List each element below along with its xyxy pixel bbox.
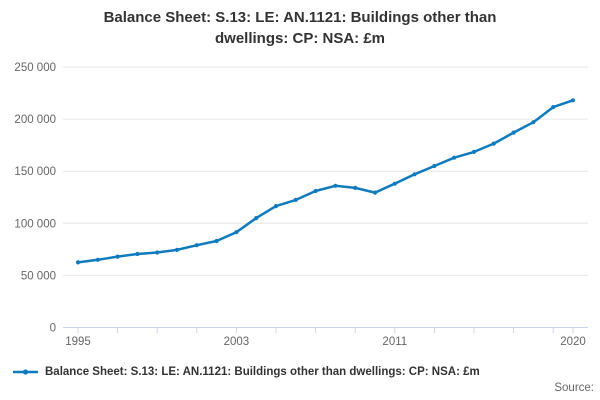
- y-axis-tick-label: 50 000: [21, 270, 56, 282]
- y-axis-tick-label: 150 000: [14, 166, 56, 178]
- data-point[interactable]: [194, 243, 199, 248]
- data-point[interactable]: [293, 197, 298, 202]
- y-axis-tick-label: 200 000: [14, 114, 56, 126]
- x-axis-tick-label: 2020: [560, 336, 586, 348]
- data-point[interactable]: [452, 155, 457, 160]
- data-point[interactable]: [273, 204, 279, 209]
- data-point[interactable]: [353, 185, 358, 190]
- chart-title: Balance Sheet: S.13: LE: AN.1121: Buildi…: [0, 7, 600, 49]
- y-axis-tick-label: 250 000: [14, 62, 56, 74]
- legend-series-marker-icon: [13, 369, 38, 375]
- legend-label: Balance Sheet: S.13: LE: AN.1121: Buildi…: [45, 366, 480, 378]
- y-axis-tick-label: 100 000: [14, 218, 56, 230]
- legend-item[interactable]: Balance Sheet: S.13: LE: AN.1121: Buildi…: [13, 366, 480, 378]
- data-point[interactable]: [254, 216, 259, 221]
- data-point[interactable]: [511, 130, 516, 135]
- chart-title-line2: dwellings: CP: NSA: £m: [214, 30, 386, 47]
- data-point[interactable]: [155, 250, 160, 255]
- data-point[interactable]: [333, 183, 338, 188]
- data-point[interactable]: [115, 254, 120, 259]
- chart-title-line1: Balance Sheet: S.13: LE: AN.1121: Buildi…: [103, 9, 497, 26]
- line-chart[interactable]: 0 50 000 100 000 150 000 200 000 250 000 1995 2…: [0, 0, 600, 360]
- x-axis-tick-label: 2011: [382, 336, 407, 348]
- data-point[interactable]: [432, 163, 437, 169]
- data-point[interactable]: [214, 238, 219, 244]
- data-point[interactable]: [412, 172, 417, 177]
- data-point[interactable]: [531, 120, 536, 125]
- data-point[interactable]: [135, 251, 140, 257]
- data-point[interactable]: [551, 105, 556, 110]
- data-point[interactable]: [491, 141, 496, 146]
- data-point[interactable]: [174, 247, 180, 252]
- data-point[interactable]: [95, 257, 100, 262]
- data-point[interactable]: [234, 230, 239, 235]
- data-point[interactable]: [570, 98, 576, 103]
- x-axis-tick-label: 2003: [224, 336, 250, 348]
- data-point[interactable]: [392, 181, 397, 186]
- source-label: Source:: [554, 382, 594, 394]
- x-axis-tick-label: 1995: [65, 336, 91, 348]
- data-point[interactable]: [75, 260, 81, 265]
- series-line[interactable]: [76, 99, 575, 264]
- y-axis-tick-label: 0: [50, 323, 56, 335]
- data-point[interactable]: [372, 190, 378, 195]
- data-point[interactable]: [313, 188, 318, 194]
- data-point[interactable]: [471, 149, 477, 154]
